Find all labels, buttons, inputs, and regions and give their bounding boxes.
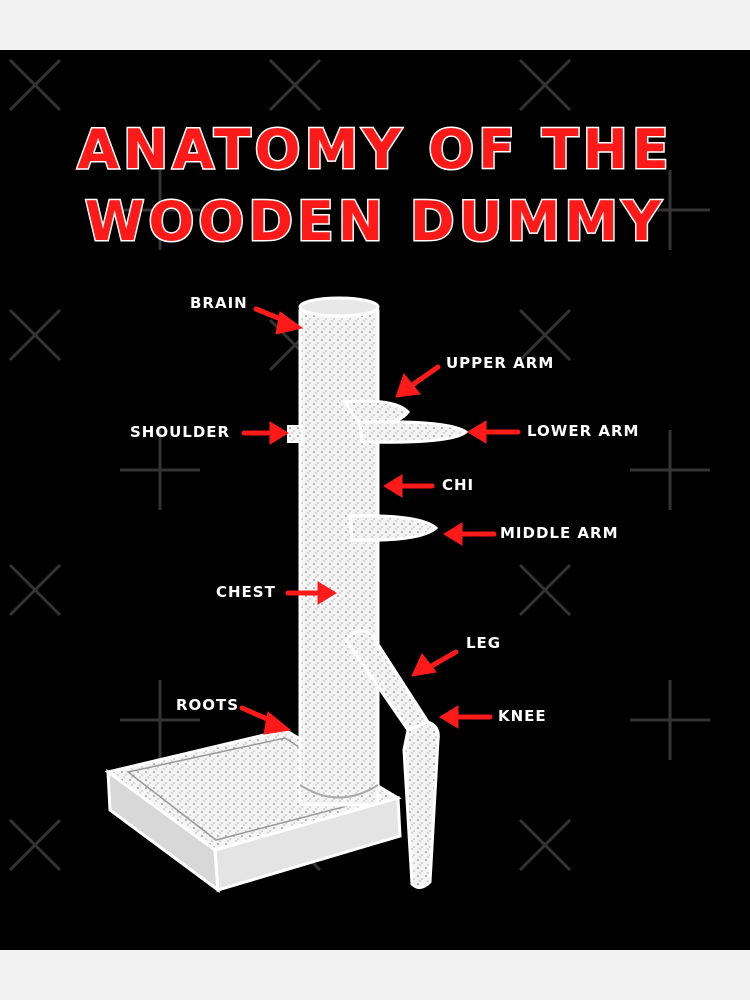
label-upper-arm: UPPER ARM: [446, 354, 555, 372]
watermark-x-icon: [518, 308, 572, 362]
label-chi: CHI: [442, 476, 475, 494]
arrow-shoulder: [241, 421, 289, 445]
watermark-plus-icon: [630, 680, 710, 760]
label-shoulder: SHOULDER: [130, 423, 231, 441]
arrow-knee: [439, 705, 493, 729]
label-roots: ROOTS: [176, 696, 240, 714]
watermark-x-icon: [8, 563, 62, 617]
arrow-brain: [253, 306, 304, 335]
watermark-x-icon: [8, 308, 62, 362]
watermark-x-icon: [268, 58, 322, 112]
dummy-shoulder: [287, 425, 303, 443]
watermark-x-icon: [518, 818, 572, 872]
arrow-roots: [239, 705, 292, 735]
arrow-chest: [285, 581, 337, 605]
dummy-lower-arm: [358, 420, 469, 444]
dummy-middle-arm: [348, 514, 439, 542]
label-brain: BRAIN: [190, 294, 248, 312]
watermark-pattern: [8, 58, 710, 872]
arrow-lower-arm: [467, 420, 521, 444]
arrow-leg: [411, 649, 459, 677]
watermark-plus-icon: [120, 430, 200, 510]
label-lower-arm: LOWER ARM: [527, 422, 640, 440]
label-knee: KNEE: [498, 707, 547, 725]
watermark-plus-icon: [120, 680, 200, 760]
watermark-x-icon: [8, 818, 62, 872]
watermark-plus-icon: [630, 430, 710, 510]
watermark-x-icon: [518, 563, 572, 617]
watermark-x-icon: [8, 58, 62, 112]
label-leg: LEG: [466, 634, 502, 652]
title-line-2: WOODEN DUMMY: [83, 189, 666, 255]
arrows: [239, 306, 521, 735]
poster: ANATOMY OF THE WOODEN DUMMY: [0, 50, 750, 950]
watermark-plus-icon: [630, 170, 710, 250]
arrow-chi: [383, 474, 435, 498]
label-middle-arm: MIDDLE ARM: [500, 524, 619, 542]
watermark-plus-icon: [120, 170, 200, 250]
arrow-middle-arm: [443, 522, 497, 546]
label-chest: CHEST: [216, 583, 276, 601]
dummy-leg: [344, 629, 440, 889]
wooden-dummy-illustration: [104, 296, 521, 894]
arrow-upper-arm: [395, 364, 441, 398]
title-line-1: ANATOMY OF THE: [76, 117, 673, 183]
dummy-trunk: [298, 296, 380, 807]
watermark-x-icon: [518, 58, 572, 112]
